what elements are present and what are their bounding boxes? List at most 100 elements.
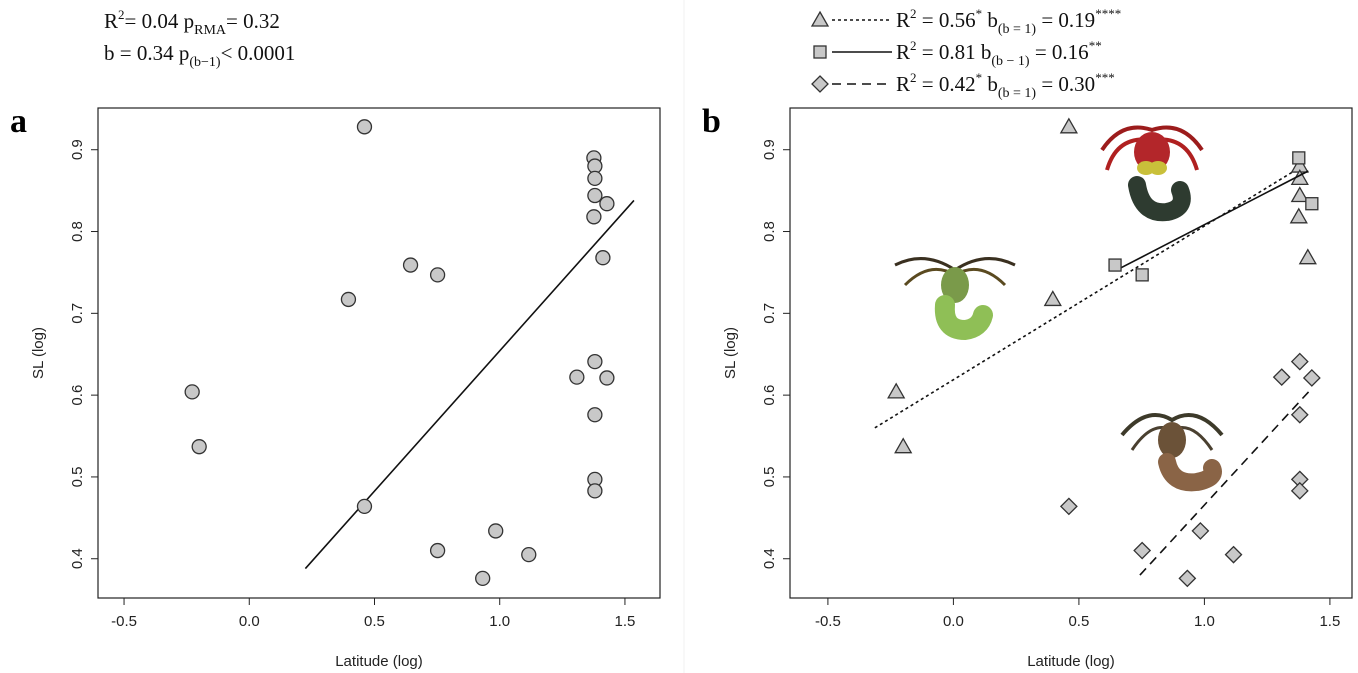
y-tick-label: 0.8 xyxy=(69,221,86,242)
point xyxy=(1290,405,1309,424)
text-segment: = 0.30 xyxy=(1036,72,1095,96)
text-segment: * xyxy=(976,70,983,85)
y-tick-label: 0.8 xyxy=(761,221,778,242)
point xyxy=(587,187,603,204)
text-segment: = 0.04 p xyxy=(125,9,195,33)
x-tick-label: 1.5 xyxy=(615,613,636,630)
point xyxy=(356,119,373,135)
x-axis-label: Latitude (log) xyxy=(1027,653,1115,670)
text-segment: (b−1) xyxy=(189,55,221,70)
fit-line xyxy=(874,167,1300,429)
x-tick-label: -0.5 xyxy=(111,613,137,630)
point xyxy=(1043,290,1062,307)
text-segment: 2 xyxy=(910,38,917,53)
point xyxy=(595,250,611,266)
text-segment: = 0.16 xyxy=(1030,40,1089,64)
x-tick-label: 0.0 xyxy=(943,613,964,630)
point xyxy=(429,542,446,559)
text-segment: *** xyxy=(1095,70,1115,85)
annotation: b = 0.34 p(b−1)< 0.0001 xyxy=(104,41,295,70)
point xyxy=(429,267,446,283)
text-segment: 2 xyxy=(118,7,125,22)
annotation: R2= 0.04 pRMA= 0.32 xyxy=(104,7,280,38)
point xyxy=(587,170,603,187)
panel-label: a xyxy=(10,103,27,140)
point xyxy=(402,257,419,273)
point xyxy=(1289,207,1308,224)
y-tick-label: 0.6 xyxy=(761,385,778,406)
text-segment: < 0.0001 xyxy=(221,41,296,65)
text-segment: = 0.81 b xyxy=(917,40,992,64)
text-segment: R xyxy=(896,8,910,32)
fit-line xyxy=(1116,170,1309,271)
point xyxy=(356,498,373,515)
point xyxy=(569,369,585,385)
point xyxy=(887,382,906,399)
point xyxy=(1305,197,1319,211)
point xyxy=(587,353,603,370)
point xyxy=(599,196,615,212)
y-tick-label: 0.6 xyxy=(69,385,86,406)
crab-illustration xyxy=(1120,413,1224,492)
point xyxy=(894,437,913,454)
point xyxy=(1191,522,1210,540)
point xyxy=(587,407,603,423)
point xyxy=(1298,248,1317,265)
x-tick-label: 1.0 xyxy=(1194,613,1215,630)
text-segment: 2 xyxy=(910,6,917,21)
y-tick-label: 0.9 xyxy=(761,139,778,160)
plot-frame xyxy=(789,107,1353,599)
point xyxy=(587,483,603,499)
point xyxy=(475,570,491,587)
point xyxy=(1133,541,1152,560)
text-segment: = 0.32 xyxy=(226,9,280,33)
point xyxy=(1290,186,1309,203)
text-segment: * xyxy=(976,6,983,21)
text-segment: b xyxy=(982,72,998,96)
point xyxy=(1059,117,1078,134)
point xyxy=(1292,151,1306,165)
panel-label: b xyxy=(702,103,721,140)
x-tick-label: 0.5 xyxy=(364,613,385,630)
y-tick-label: 0.5 xyxy=(761,467,778,488)
x-tick-label: 1.5 xyxy=(1319,613,1340,630)
y-tick-label: 0.7 xyxy=(761,303,778,324)
y-tick-label: 0.9 xyxy=(69,139,86,160)
y-tick-label: 0.5 xyxy=(69,467,86,488)
point xyxy=(191,439,207,455)
text-segment: ** xyxy=(1089,38,1102,53)
y-axis-label: SL (log) xyxy=(722,327,739,379)
x-tick-label: 0.0 xyxy=(239,613,260,630)
text-segment: (b − 1) xyxy=(991,54,1030,69)
point xyxy=(599,370,615,386)
legend-entry: R2 = 0.56* b(b = 1) = 0.19**** xyxy=(896,6,1121,37)
text-segment: = 0.42 xyxy=(917,72,976,96)
crab-illustration xyxy=(1100,125,1204,222)
point xyxy=(340,291,357,308)
y-tick-label: 0.4 xyxy=(761,548,778,569)
text-segment: **** xyxy=(1095,6,1121,21)
point xyxy=(1224,545,1243,564)
text-segment: b = 0.34 p xyxy=(104,41,189,65)
text-segment: (b = 1) xyxy=(998,22,1037,37)
fit-line xyxy=(1139,390,1310,576)
point xyxy=(488,523,504,539)
y-axis-label: SL (log) xyxy=(30,327,47,379)
x-tick-label: -0.5 xyxy=(815,613,841,630)
point xyxy=(1302,369,1321,387)
text-segment: 2 xyxy=(910,70,917,85)
text-segment: b xyxy=(982,8,998,32)
x-tick-label: 0.5 xyxy=(1068,613,1089,630)
x-tick-label: 1.0 xyxy=(489,613,510,630)
y-tick-label: 0.4 xyxy=(69,548,86,569)
point xyxy=(1178,569,1197,588)
legend-marker xyxy=(810,10,830,27)
point xyxy=(1272,368,1291,387)
legend-marker xyxy=(811,75,829,93)
y-tick-label: 0.7 xyxy=(69,303,86,324)
text-segment: R xyxy=(896,72,910,96)
point xyxy=(586,209,602,225)
legend-entry: R2 = 0.81 b(b − 1) = 0.16** xyxy=(896,38,1102,69)
